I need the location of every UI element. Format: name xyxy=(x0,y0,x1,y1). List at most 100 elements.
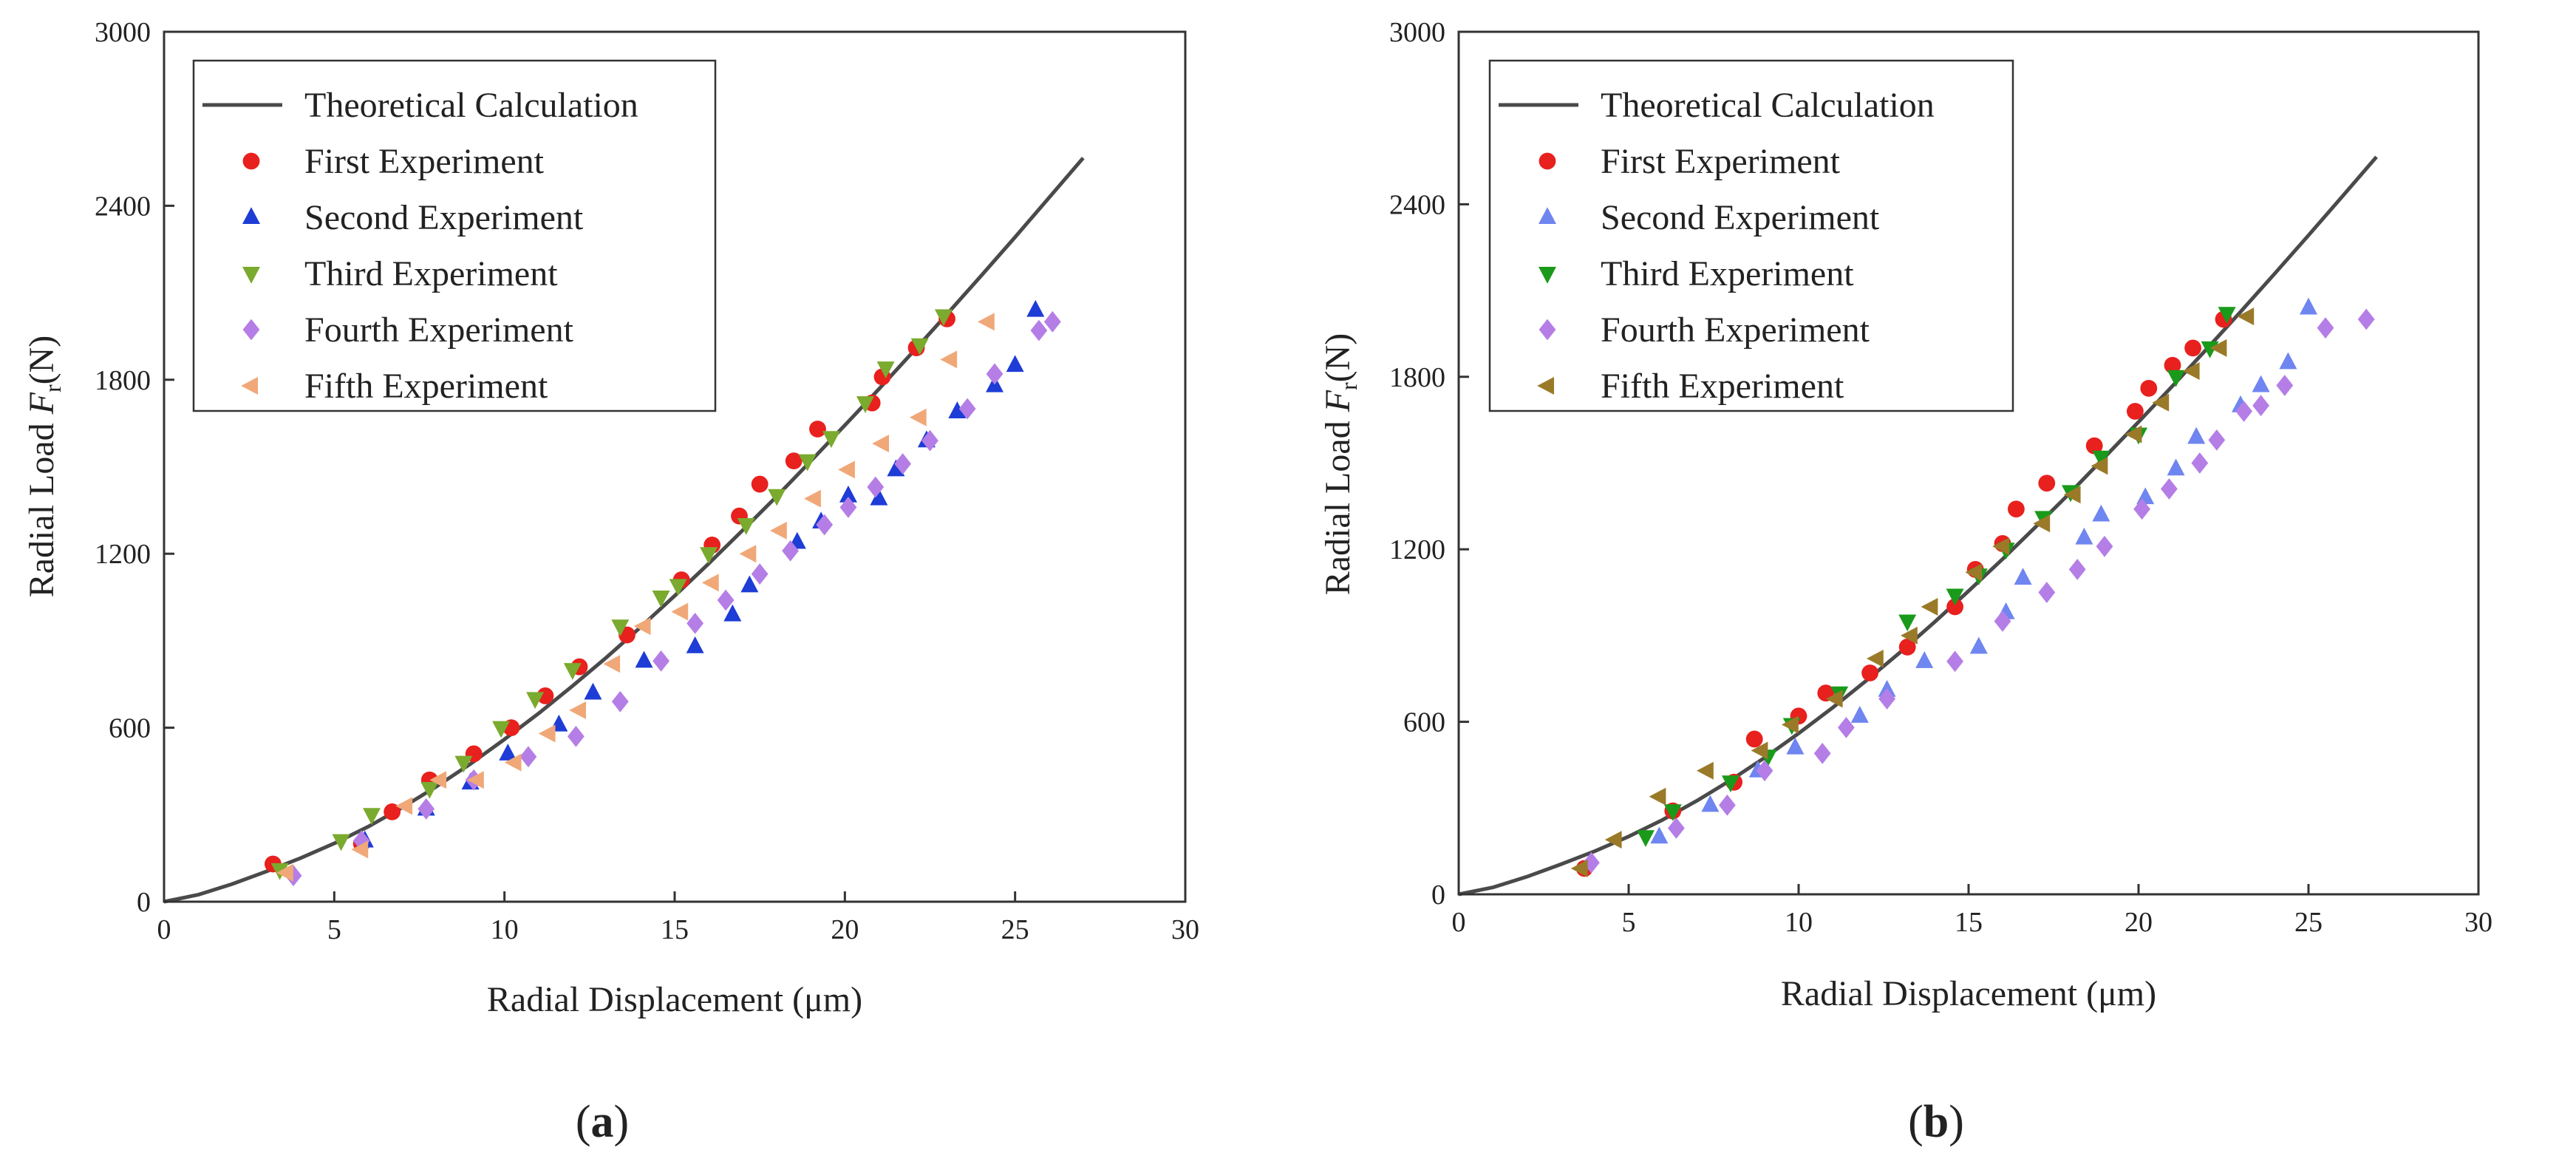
point-second-experiment-a-16 xyxy=(948,401,967,418)
series-fifth-experiment-b xyxy=(1570,307,2255,877)
y-axis-label-sub-a: r xyxy=(39,384,66,392)
point-fourth-experiment-b-2 xyxy=(1719,795,1736,816)
panel-label-open-b: ( xyxy=(1908,1097,1924,1147)
series-fourth-experiment-b xyxy=(1583,308,2375,874)
legend-b: Theoretical Calculation First Experiment S… xyxy=(1488,59,2014,412)
point-fourth-experiment-b-3 xyxy=(1756,760,1773,782)
experiment-markers-b xyxy=(1570,297,2375,877)
y-tick-label-b-2: 1200 xyxy=(1389,534,1445,565)
point-fifth-experiment-b-0 xyxy=(1570,859,1588,877)
point-fifth-experiment-a-10 xyxy=(671,602,689,621)
legend-items-b: Theoretical Calculation First Experiment S… xyxy=(1499,86,1935,406)
point-fourth-experiment-b-9 xyxy=(2038,582,2056,603)
point-first-experiment-b-14 xyxy=(2127,403,2144,420)
point-third-experiment-a-18 xyxy=(910,338,929,356)
point-fifth-experiment-b-14 xyxy=(2091,457,2108,475)
panel-label-close-b: ) xyxy=(1949,1097,1964,1147)
point-second-experiment-a-18 xyxy=(1006,355,1024,373)
legend-label-theoretical-calculation-b: Theoretical Calculation xyxy=(1601,86,1935,125)
point-second-experiment-a-14 xyxy=(887,459,905,477)
y-axis-label-sub-b: r xyxy=(1335,382,1362,390)
point-fifth-experiment-b-5 xyxy=(1782,715,1799,734)
point-fifth-experiment-b-19 xyxy=(2237,307,2255,326)
x-tick-label-b-4: 20 xyxy=(2124,907,2153,938)
point-fourth-experiment-b-12 xyxy=(2133,498,2150,520)
point-fifth-experiment-b-9 xyxy=(1921,598,1938,616)
point-fifth-experiment-a-6 xyxy=(538,724,556,743)
panel-b: 0 5 10 15 20 25 30 0 600 1200 1800 2400 3000 Theoret… xyxy=(1318,17,2492,1147)
point-fourth-experiment-a-16 xyxy=(921,429,938,452)
point-second-experiment-a-5 xyxy=(584,682,602,700)
point-third-experiment-a-19 xyxy=(934,309,953,327)
point-fifth-experiment-a-17 xyxy=(909,408,927,426)
point-fourth-experiment-b-1 xyxy=(1668,817,1685,839)
point-fifth-experiment-b-1 xyxy=(1604,831,1622,849)
point-fourth-experiment-b-18 xyxy=(2276,375,2294,396)
point-third-experiment-a-12 xyxy=(737,517,755,535)
theory-curve-group-b xyxy=(1458,155,2378,897)
point-fourth-experiment-b-17 xyxy=(2252,395,2269,417)
point-second-experiment-b-1 xyxy=(1701,795,1720,812)
point-third-experiment-a-17 xyxy=(876,361,895,378)
point-fourth-experiment-b-16 xyxy=(2235,401,2252,422)
x-tick-label-a-5: 25 xyxy=(1001,914,1029,945)
point-fifth-experiment-a-7 xyxy=(569,701,587,720)
y-axis-label-b: Radial Load Fr(N) xyxy=(1318,333,1362,596)
point-fourth-experiment-b-4 xyxy=(1813,742,1831,764)
point-second-experiment-a-13 xyxy=(870,488,888,506)
x-tick-label-a-4: 20 xyxy=(831,914,859,945)
legend-label-fourth-experiment-b: Fourth Experiment xyxy=(1601,310,1870,350)
point-third-experiment-a-5 xyxy=(492,721,511,738)
point-third-experiment-b-1 xyxy=(1663,804,1682,821)
x-tick-label-b-3: 15 xyxy=(1955,907,1983,938)
x-tick-label-a-1: 5 xyxy=(327,914,341,945)
plot-area-a: 0 5 10 15 20 25 30 0 600 1200 1800 2400 3000 xyxy=(95,17,1199,945)
point-fifth-experiment-a-9 xyxy=(633,617,651,636)
point-first-experiment-b-3 xyxy=(1745,730,1763,748)
point-first-experiment-b-12 xyxy=(2038,475,2056,492)
point-second-experiment-a-9 xyxy=(740,575,759,593)
point-fifth-experiment-b-7 xyxy=(1867,650,1884,668)
y-tick-label-b-3: 1800 xyxy=(1389,362,1445,393)
point-third-experiment-a-2 xyxy=(363,808,381,826)
point-fifth-experiment-a-12 xyxy=(739,545,757,563)
legend-label-second-experiment-a: Second Experiment xyxy=(304,198,584,237)
x-tick-label-b-2: 10 xyxy=(1785,907,1813,938)
x-tick-label-b-0: 0 xyxy=(1452,907,1466,938)
point-fourth-experiment-a-7 xyxy=(652,650,669,672)
point-fifth-experiment-b-10 xyxy=(1965,563,1983,582)
point-fifth-experiment-a-13 xyxy=(770,521,787,540)
series-third-experiment-a xyxy=(270,309,953,880)
point-fourth-experiment-a-20 xyxy=(1043,310,1061,333)
point-second-experiment-b-9 xyxy=(2014,568,2032,585)
plot-area-b: 0 5 10 15 20 25 30 0 600 1200 1800 2400 3000 xyxy=(1389,17,2492,938)
point-second-experiment-a-3 xyxy=(499,744,517,761)
legend-marker-fifth-experiment-a xyxy=(241,377,258,395)
point-fourth-experiment-a-12 xyxy=(816,514,834,536)
x-tick-label-a-2: 10 xyxy=(491,914,519,945)
legend-marker-third-experiment-b xyxy=(1539,267,1556,284)
point-fifth-experiment-a-0 xyxy=(276,863,293,882)
x-tick-label-a-0: 0 xyxy=(157,914,171,945)
point-second-experiment-a-8 xyxy=(723,604,742,622)
point-third-experiment-a-4 xyxy=(454,755,473,773)
experiment-markers-a xyxy=(265,299,1061,887)
point-second-experiment-b-14 xyxy=(2187,426,2206,444)
point-fifth-experiment-a-18 xyxy=(940,350,958,369)
point-fourth-experiment-b-6 xyxy=(1878,688,1895,710)
point-first-experiment-b-17 xyxy=(2184,339,2202,357)
legend-label-theoretical-calculation-a: Theoretical Calculation xyxy=(304,86,638,125)
point-third-experiment-a-15 xyxy=(822,431,840,449)
y-axis-label-var-a: F xyxy=(22,392,61,415)
axis-ticks-a: 0 5 10 15 20 25 30 0 600 1200 1800 2400 3000 xyxy=(95,17,1199,945)
point-fifth-experiment-a-1 xyxy=(351,840,369,859)
legend-marker-fourth-experiment-b xyxy=(1539,319,1556,341)
point-first-experiment-b-6 xyxy=(1861,664,1879,681)
y-axis-label-main-a: Radial Load xyxy=(22,414,61,597)
legend-items-a: Theoretical Calculation First Experiment S… xyxy=(202,86,638,406)
y-tick-label-b-0: 0 xyxy=(1431,880,1445,911)
point-third-experiment-a-3 xyxy=(420,781,439,799)
panel-label-letter-a: a xyxy=(591,1097,614,1147)
panel-label-letter-b: b xyxy=(1924,1097,1949,1147)
point-fourth-experiment-a-1 xyxy=(352,830,370,852)
